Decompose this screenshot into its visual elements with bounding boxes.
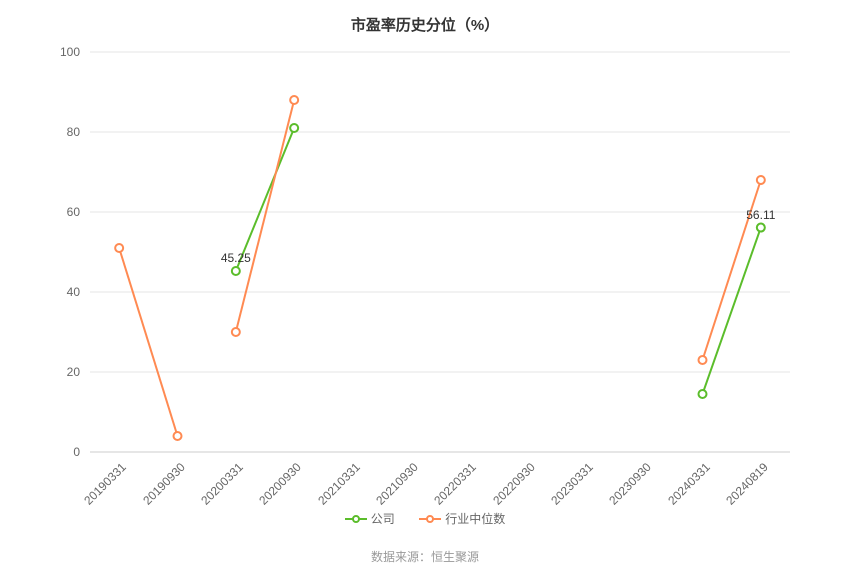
x-tick-label: 20220331 [431,460,479,508]
y-tick-label: 100 [60,45,80,59]
series-line [236,100,294,332]
x-tick-label: 20240331 [665,460,713,508]
y-tick-label: 20 [67,365,80,379]
data-marker [290,124,298,132]
chart-title: 市盈率历史分位（%） [0,0,850,35]
data-marker [232,267,240,275]
legend-swatch-industry [419,513,441,525]
x-tick-label: 20190930 [140,460,188,508]
legend-label-industry: 行业中位数 [445,510,505,527]
plot-svg [90,52,790,452]
pe-percentile-chart: 市盈率历史分位（%） 02040608010020190331201909302… [0,0,850,575]
x-tick-label: 20240819 [723,460,771,508]
data-marker [757,176,765,184]
x-tick-label: 20230331 [548,460,596,508]
source-note: 数据来源：恒生聚源 [0,548,850,565]
series-line [119,248,177,436]
data-marker [699,390,707,398]
series-line [703,228,761,394]
x-tick-label: 20210930 [373,460,421,508]
data-marker [232,328,240,336]
x-tick-label: 20200331 [198,460,246,508]
legend-swatch-company [345,513,367,525]
y-tick-label: 0 [73,445,80,459]
legend-label-company: 公司 [371,510,395,527]
data-marker [757,224,765,232]
y-tick-label: 40 [67,285,80,299]
y-tick-label: 60 [67,205,80,219]
legend-item-company: 公司 [345,510,395,527]
x-tick-label: 20190331 [81,460,129,508]
data-marker [290,96,298,104]
data-label: 56.11 [746,208,775,222]
plot-area: 0204060801002019033120190930202003312020… [90,52,790,452]
x-tick-label: 20200930 [256,460,304,508]
legend: 公司 行业中位数 [0,510,850,530]
x-tick-label: 20220930 [490,460,538,508]
data-marker [115,244,123,252]
data-marker [699,356,707,364]
x-tick-label: 20230930 [606,460,654,508]
series-line [236,128,294,271]
legend-item-industry: 行业中位数 [419,510,505,527]
y-tick-label: 80 [67,125,80,139]
data-label: 45.25 [221,251,251,265]
x-tick-label: 20210331 [315,460,363,508]
data-marker [174,432,182,440]
